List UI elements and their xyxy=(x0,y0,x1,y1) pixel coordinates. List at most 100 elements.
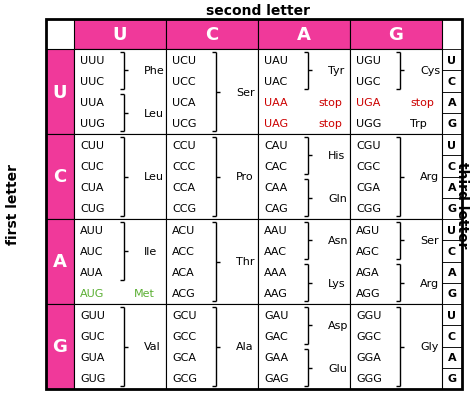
Text: UAG: UAG xyxy=(264,119,288,129)
Text: U: U xyxy=(447,55,456,65)
Text: UGA: UGA xyxy=(356,98,380,108)
Bar xyxy=(46,20,462,389)
Text: Gln: Gln xyxy=(328,193,347,203)
Text: CAC: CAC xyxy=(264,162,287,172)
Text: GCA: GCA xyxy=(172,352,196,362)
Bar xyxy=(258,20,350,50)
Text: CUA: CUA xyxy=(80,183,103,192)
Text: UGG: UGG xyxy=(356,119,382,129)
Text: Met: Met xyxy=(134,289,155,299)
Text: AAA: AAA xyxy=(264,267,287,277)
Text: AGA: AGA xyxy=(356,267,380,277)
Text: AGC: AGC xyxy=(356,246,380,256)
Bar xyxy=(74,304,166,389)
Text: Ser: Ser xyxy=(236,87,255,97)
Text: second letter: second letter xyxy=(206,4,310,18)
Text: GGU: GGU xyxy=(356,310,382,320)
Text: CGC: CGC xyxy=(356,162,380,172)
Bar xyxy=(442,113,462,135)
Text: CUG: CUG xyxy=(80,204,104,214)
Text: A: A xyxy=(447,267,456,277)
Bar xyxy=(46,50,74,135)
Text: Ser: Ser xyxy=(420,236,438,246)
Text: G: G xyxy=(447,119,456,129)
Text: Val: Val xyxy=(144,342,161,352)
Bar xyxy=(350,304,442,389)
Text: GUU: GUU xyxy=(80,310,105,320)
Text: AAG: AAG xyxy=(264,289,288,299)
Text: C: C xyxy=(448,77,456,87)
Text: Ile: Ile xyxy=(144,246,157,256)
Text: UUU: UUU xyxy=(80,55,104,65)
Bar xyxy=(258,304,350,389)
Text: CAU: CAU xyxy=(264,140,288,150)
Text: G: G xyxy=(447,289,456,299)
Text: Pro: Pro xyxy=(236,172,254,182)
Text: CGA: CGA xyxy=(356,183,380,192)
Text: Tyr: Tyr xyxy=(328,66,344,76)
Bar xyxy=(350,50,442,135)
Text: C: C xyxy=(54,168,67,186)
Bar xyxy=(46,135,74,219)
Bar xyxy=(442,262,462,283)
Text: G: G xyxy=(447,373,456,383)
Text: CAA: CAA xyxy=(264,183,287,192)
Text: Trp: Trp xyxy=(410,119,427,129)
Text: G: G xyxy=(447,204,456,214)
Bar xyxy=(166,50,258,135)
Text: first letter: first letter xyxy=(6,164,20,245)
Text: C: C xyxy=(205,26,219,44)
Text: U: U xyxy=(447,225,456,235)
Text: CUC: CUC xyxy=(80,162,104,172)
Text: GAC: GAC xyxy=(264,331,288,341)
Bar xyxy=(442,71,462,92)
Bar xyxy=(258,219,350,304)
Text: stop: stop xyxy=(410,98,434,108)
Text: stop: stop xyxy=(318,119,342,129)
Bar xyxy=(442,92,462,113)
Text: ACA: ACA xyxy=(172,267,195,277)
Text: UUA: UUA xyxy=(80,98,104,108)
Text: Arg: Arg xyxy=(420,172,439,182)
Text: Gly: Gly xyxy=(420,342,438,352)
Text: C: C xyxy=(448,246,456,256)
Bar xyxy=(166,135,258,219)
Text: A: A xyxy=(53,253,67,271)
Text: AUG: AUG xyxy=(80,289,104,299)
Bar xyxy=(442,346,462,368)
Text: GGC: GGC xyxy=(356,331,381,341)
Text: GCC: GCC xyxy=(172,331,196,341)
Bar xyxy=(442,368,462,389)
Text: UGC: UGC xyxy=(356,77,381,87)
Bar xyxy=(258,135,350,219)
Bar xyxy=(350,20,442,50)
Text: AGU: AGU xyxy=(356,225,380,235)
Text: UUG: UUG xyxy=(80,119,105,129)
Text: UCA: UCA xyxy=(172,98,195,108)
Text: GUG: GUG xyxy=(80,373,105,383)
Text: AAC: AAC xyxy=(264,246,287,256)
Text: Lys: Lys xyxy=(328,278,346,288)
Bar xyxy=(166,20,258,50)
Text: U: U xyxy=(447,310,456,320)
Text: stop: stop xyxy=(318,98,342,108)
Bar xyxy=(258,50,350,135)
Text: GCU: GCU xyxy=(172,310,197,320)
Text: third letter: third letter xyxy=(455,161,469,248)
Bar xyxy=(442,241,462,262)
Bar xyxy=(74,50,166,135)
Text: U: U xyxy=(447,140,456,150)
Text: C: C xyxy=(448,162,456,172)
Text: CGG: CGG xyxy=(356,204,381,214)
Text: AUA: AUA xyxy=(80,267,103,277)
Text: A: A xyxy=(447,98,456,108)
Bar xyxy=(442,283,462,304)
Text: UCC: UCC xyxy=(172,77,196,87)
Text: C: C xyxy=(448,331,456,341)
Text: GUA: GUA xyxy=(80,352,104,362)
Bar xyxy=(74,135,166,219)
Text: CCA: CCA xyxy=(172,183,195,192)
Text: GAG: GAG xyxy=(264,373,289,383)
Bar xyxy=(166,304,258,389)
Text: CAG: CAG xyxy=(264,204,288,214)
